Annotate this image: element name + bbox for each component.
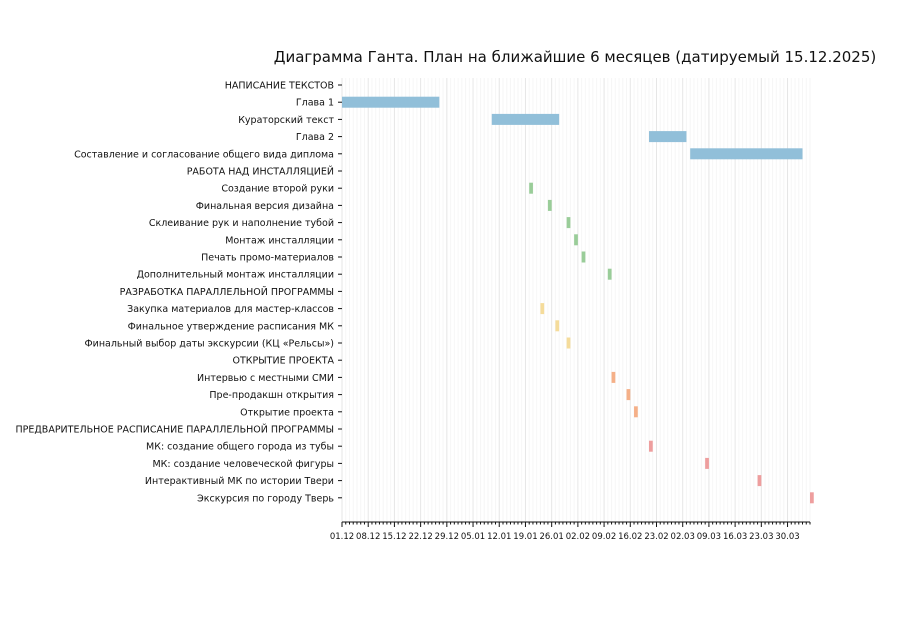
task-label: Кураторский текст (238, 115, 334, 126)
section-label: НАПИСАНИЕ ТЕКСТОВ (225, 81, 334, 92)
task-label: Дополнительный монтаж инсталляции (137, 270, 334, 281)
task-bar (342, 96, 440, 108)
task-bar (529, 182, 533, 194)
task-label: Глава 1 (296, 98, 334, 109)
x-tick-label: 08.12 (356, 532, 380, 542)
task-label: Составление и согласование общего вида д… (74, 149, 334, 160)
task-bar (810, 492, 814, 504)
task-label: Финальное утверждение расписания МК (128, 321, 335, 332)
x-tick-label: 26.01 (539, 532, 563, 542)
task-label: Склеивание рук и наполнение тубой (149, 218, 334, 229)
x-tick-label: 02.02 (566, 532, 590, 542)
section-label: ПРЕДВАРИТЕЛЬНОЕ РАСПИСАНИЕ ПАРАЛЛЕЛЬНОЙ … (16, 424, 335, 436)
task-bar (574, 234, 578, 246)
section-label: РАЗРАБОТКА ПАРАЛЛЕЛЬНОЙ ПРОГРАММЫ (120, 286, 334, 298)
task-bar (581, 251, 586, 263)
x-tick-label: 09.02 (592, 532, 616, 542)
task-bar (540, 303, 545, 315)
task-bar (566, 217, 571, 229)
task-label: Интервью с местными СМИ (197, 373, 334, 384)
section-label: ОТКРЫТИЕ ПРОЕКТА (233, 356, 335, 367)
task-label: Финальный выбор даты экскурсии (КЦ «Рель… (84, 339, 334, 350)
task-bar (611, 371, 616, 383)
task-bar (547, 199, 552, 211)
task-bar (566, 337, 571, 349)
x-tick-label: 23.03 (749, 532, 773, 542)
x-tick-label: 29.12 (435, 532, 459, 542)
x-tick-label: 16.03 (723, 532, 747, 542)
task-bar (626, 389, 631, 401)
x-axis: 01.12 08.12 15.12 22.12 29.12 05.01 12.01 19.01… (330, 521, 811, 542)
x-tick-label: 15.12 (382, 532, 406, 542)
task-label: Финальная версия дизайна (196, 201, 334, 212)
task-label: МК: создание общего города из тубы (146, 442, 334, 453)
x-tick-label: 05.01 (461, 532, 485, 542)
x-tick-label: 16.02 (618, 532, 642, 542)
task-labels: НАПИСАНИЕ ТЕКСТОВ Глава 1 Кураторский текс… (16, 81, 342, 504)
section-label: РАБОТА НАД ИНСТАЛЛЯЦИЕЙ (187, 166, 334, 178)
x-tick-label: 01.12 (330, 532, 354, 542)
task-label: Закупка материалов для мастер-классов (127, 304, 334, 315)
task-label: Интерактивный МК по истории Твери (145, 476, 334, 487)
x-tick-label: 23.02 (644, 532, 668, 542)
task-label: Пре-продакшн открытия (209, 390, 334, 401)
task-bar (491, 113, 560, 125)
x-tick-label: 30.03 (775, 532, 799, 542)
x-tick-label: 22.12 (408, 532, 432, 542)
x-tick-label: 19.01 (513, 532, 537, 542)
task-label: Глава 2 (296, 132, 334, 143)
task-bar (757, 475, 762, 487)
x-tick-label: 09.03 (697, 532, 721, 542)
task-bar (649, 131, 687, 143)
task-label: Создание второй руки (221, 184, 334, 195)
x-tick-label: 12.01 (487, 532, 511, 542)
task-bar (607, 268, 612, 280)
task-bar (634, 406, 638, 418)
task-bar (690, 148, 803, 160)
task-label: МК: создание человеческой фигуры (152, 459, 334, 470)
task-label: Экскурсия по городу Тверь (197, 493, 334, 504)
task-label: Монтаж инсталляции (225, 235, 334, 246)
task-label: Открытие проекта (240, 407, 334, 418)
task-bar (555, 320, 560, 332)
task-label: Печать промо-материалов (201, 253, 334, 264)
task-bar (649, 440, 653, 452)
task-bar (705, 457, 709, 469)
x-tick-label: 02.03 (671, 532, 695, 542)
chart-title: Диаграмма Ганта. План на ближайшие 6 мес… (274, 48, 876, 66)
bars (342, 96, 814, 504)
grid (341, 78, 811, 522)
